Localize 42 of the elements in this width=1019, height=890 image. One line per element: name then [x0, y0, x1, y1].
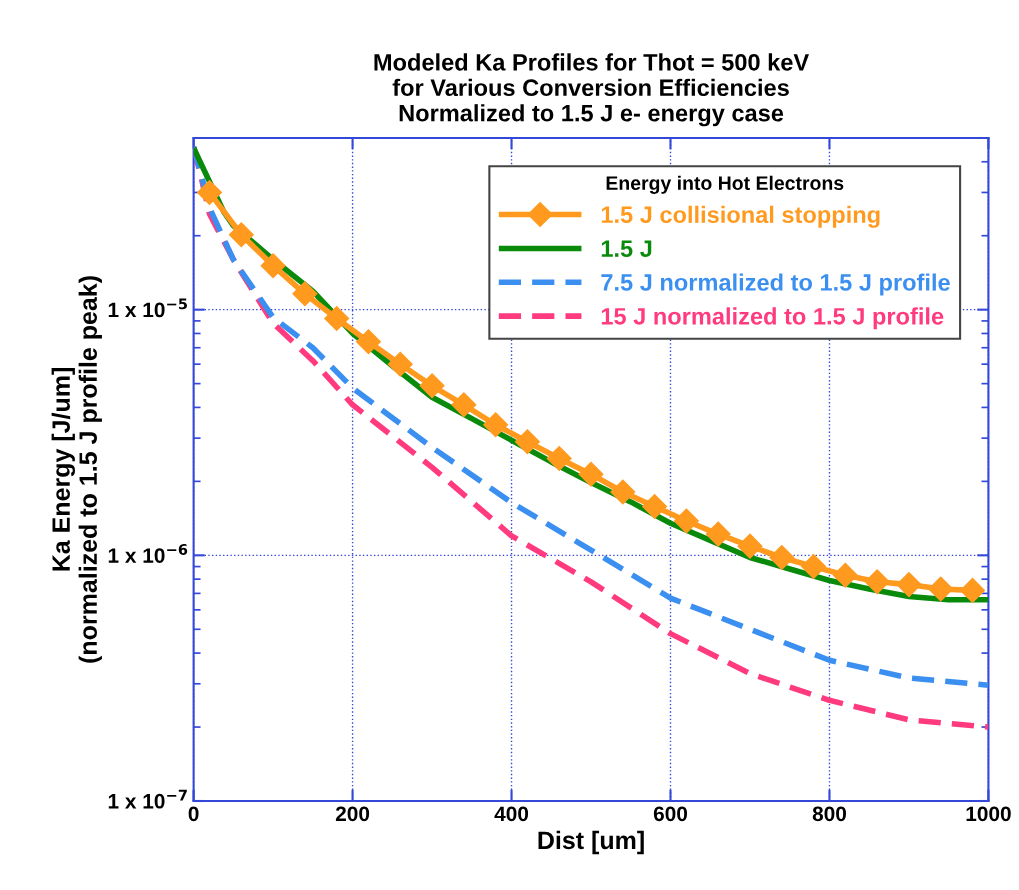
- x-tick-label: 1000: [966, 806, 1011, 822]
- point: [324, 306, 350, 332]
- point: [737, 533, 763, 559]
- point: [260, 253, 286, 279]
- point: [197, 179, 222, 205]
- point: [419, 373, 445, 399]
- point: [801, 554, 827, 580]
- legend-title: Energy into Hot Electrons: [606, 175, 844, 194]
- point: [642, 494, 668, 520]
- y-tick-label: 1 x 10$^{−5}$: [108, 298, 187, 318]
- point: [864, 569, 890, 595]
- chart-title: Modeled Ka Profiles for Thot = 500 keV for Various Conversion Efficiencies Normalized to 1.5 J e- energy case: [374, 53, 809, 127]
- point: [673, 508, 699, 534]
- legend-label: 1.5 J collisional stopping: [601, 205, 880, 228]
- legend-label: 15 J normalized to 1.5 J profile: [601, 307, 944, 330]
- legend-label: 7.5 J normalized to 1.5 J profile: [601, 273, 950, 296]
- x-tick-label: 400: [494, 806, 529, 822]
- point: [769, 545, 795, 570]
- point: [451, 392, 477, 418]
- y-tick-label: 1 x 10$^{−6}$: [108, 543, 188, 563]
- x-tick-label: 0: [188, 806, 199, 822]
- point: [514, 429, 540, 455]
- y-axis-title: Ka Energy [J/um] (normalized to 1.5 J profile peak): [51, 276, 102, 663]
- point: [483, 412, 509, 438]
- point: [960, 577, 986, 603]
- point: [292, 281, 318, 307]
- point: [705, 521, 731, 547]
- point: [896, 572, 922, 598]
- legend-label: 1.5 J: [601, 240, 652, 258]
- point: [578, 461, 604, 487]
- point: [928, 576, 954, 602]
- point: [387, 351, 413, 377]
- x-axis-title: Dist [um]: [538, 830, 644, 855]
- x-tick-label: 200: [335, 806, 370, 822]
- point: [546, 445, 572, 471]
- point: [610, 479, 636, 505]
- x-tick-label: 800: [812, 806, 846, 822]
- y-tick-label: 1 x 10$^{−7}$: [108, 789, 187, 809]
- x-tick-label: 600: [653, 806, 688, 822]
- point: [355, 329, 381, 355]
- point: [228, 222, 254, 248]
- point: [832, 562, 858, 588]
